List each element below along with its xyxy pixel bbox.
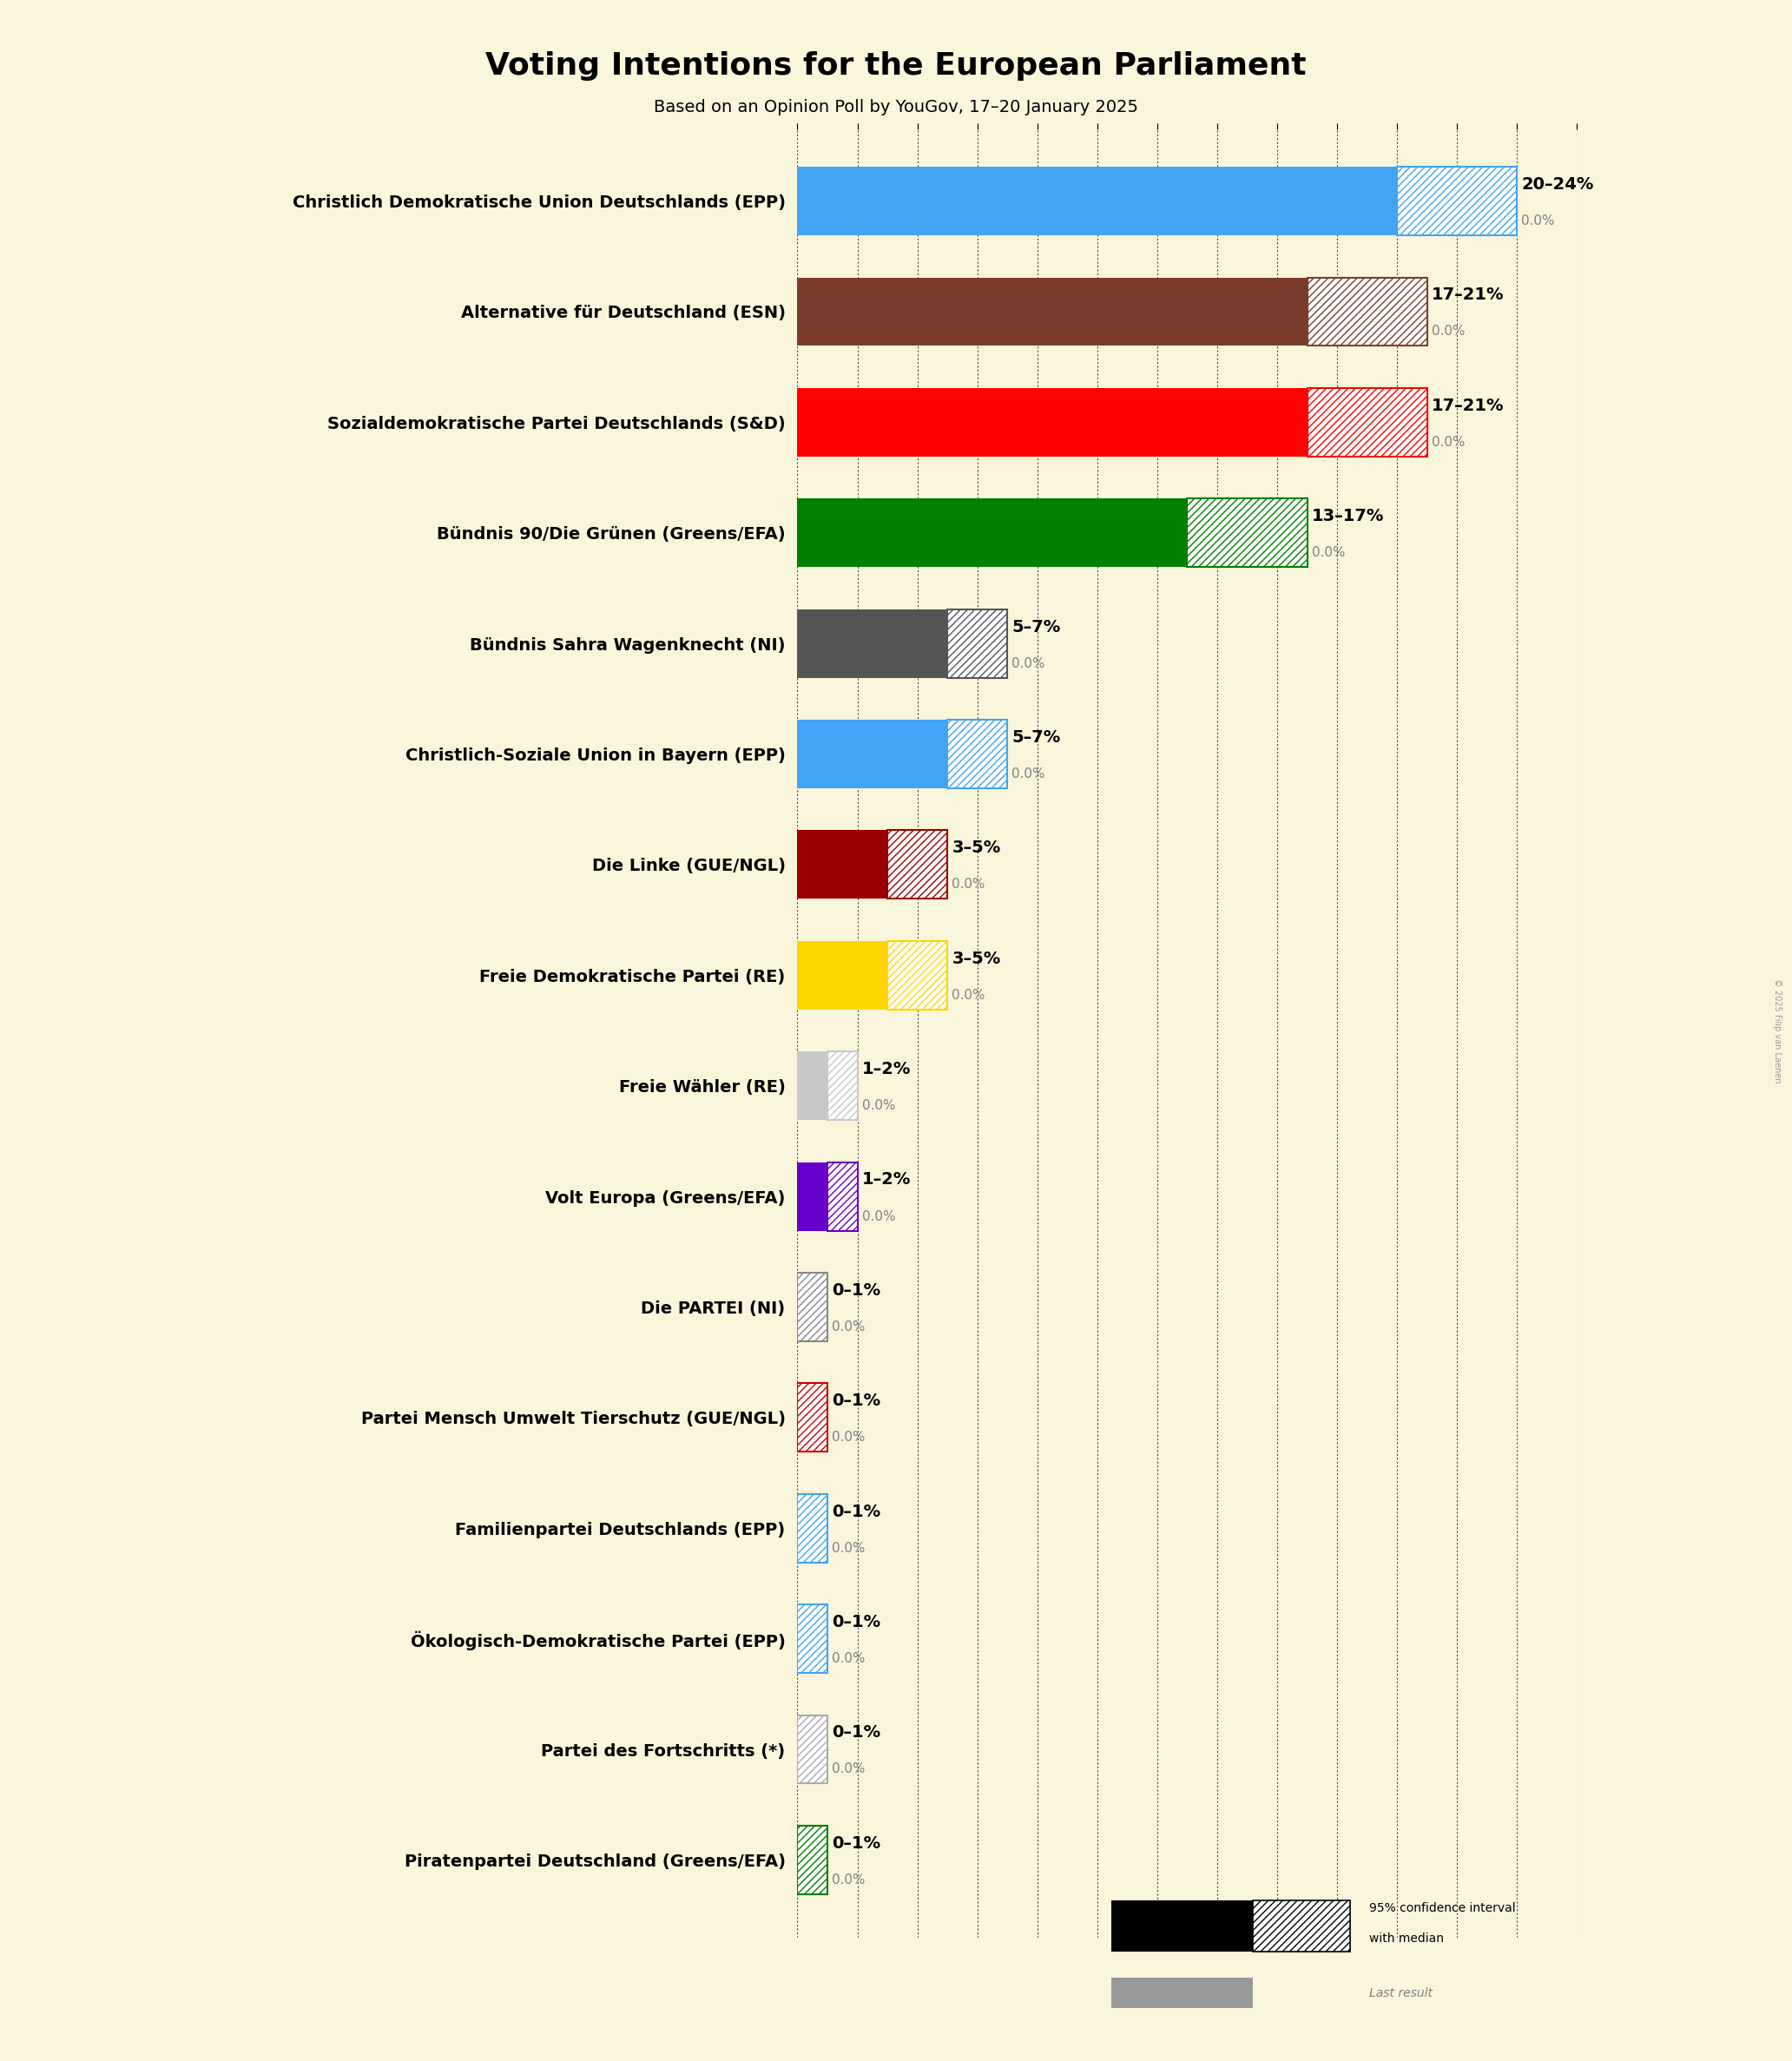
Text: © 2025 Filip van Laenen: © 2025 Filip van Laenen (1774, 979, 1781, 1082)
Bar (797, 499, 1188, 567)
Bar (948, 719, 1007, 787)
Bar (1253, 1900, 1349, 1952)
Bar (887, 831, 948, 899)
Text: 0.0%: 0.0% (952, 989, 986, 1002)
Text: 17–21%: 17–21% (1432, 286, 1503, 303)
Bar (887, 942, 948, 1010)
Text: 5–7%: 5–7% (1012, 730, 1061, 746)
Bar (797, 1383, 828, 1451)
Text: with median: with median (1369, 1933, 1444, 1946)
Bar (797, 942, 887, 1010)
Bar (828, 1162, 857, 1230)
Bar (1306, 387, 1426, 458)
Bar (828, 1051, 857, 1119)
Bar (797, 1051, 828, 1119)
Text: 0.0%: 0.0% (1432, 326, 1464, 338)
Bar (1111, 1900, 1253, 1952)
Text: 0.0%: 0.0% (831, 1762, 866, 1777)
Bar (797, 167, 1398, 235)
Text: 0–1%: 0–1% (831, 1282, 880, 1298)
Bar (887, 831, 948, 899)
Text: 20–24%: 20–24% (1521, 177, 1593, 194)
Bar (887, 942, 948, 1010)
Bar (948, 610, 1007, 678)
Bar (797, 1715, 828, 1783)
Text: 0.0%: 0.0% (1521, 214, 1555, 227)
Bar (797, 1603, 828, 1674)
Text: 0.0%: 0.0% (862, 1099, 896, 1113)
Bar (1253, 1900, 1349, 1952)
Text: 0.0%: 0.0% (831, 1321, 866, 1333)
Text: 0.0%: 0.0% (1012, 657, 1045, 670)
Bar (1306, 387, 1426, 458)
Text: 0–1%: 0–1% (831, 1614, 880, 1630)
Bar (797, 1383, 828, 1451)
Bar (797, 1274, 828, 1342)
Bar (797, 610, 948, 678)
Text: 0.0%: 0.0% (1012, 767, 1045, 781)
Text: 95% confidence interval: 95% confidence interval (1369, 1902, 1516, 1915)
Text: Based on an Opinion Poll by YouGov, 17–20 January 2025: Based on an Opinion Poll by YouGov, 17–2… (654, 99, 1138, 115)
Bar (797, 1603, 828, 1674)
Bar (1398, 167, 1518, 235)
Bar (797, 1826, 828, 1894)
Bar (797, 831, 887, 899)
Text: 3–5%: 3–5% (952, 950, 1000, 967)
Text: 0–1%: 0–1% (831, 1834, 880, 1851)
Bar (797, 1494, 828, 1562)
Text: 17–21%: 17–21% (1432, 398, 1503, 414)
Text: 13–17%: 13–17% (1312, 507, 1383, 523)
Text: 1–2%: 1–2% (862, 1171, 910, 1187)
Bar (1398, 167, 1518, 235)
Text: 0–1%: 0–1% (831, 1502, 880, 1519)
Bar (1111, 1979, 1253, 2007)
Text: 0.0%: 0.0% (831, 1542, 866, 1554)
Text: 1–2%: 1–2% (862, 1061, 910, 1078)
Text: 0.0%: 0.0% (831, 1873, 866, 1886)
Bar (797, 1715, 828, 1783)
Text: 0.0%: 0.0% (952, 878, 986, 890)
Text: 0.0%: 0.0% (1432, 435, 1464, 449)
Text: 0.0%: 0.0% (831, 1653, 866, 1665)
Bar (797, 278, 1306, 346)
Bar (797, 719, 948, 787)
Bar (797, 387, 1306, 458)
Bar (828, 1051, 857, 1119)
Text: 0.0%: 0.0% (1312, 546, 1346, 559)
Text: 5–7%: 5–7% (1012, 618, 1061, 635)
Bar (1188, 499, 1306, 567)
Bar (1306, 278, 1426, 346)
Text: 0–1%: 0–1% (831, 1725, 880, 1742)
Bar (1306, 278, 1426, 346)
Text: Last result: Last result (1369, 1987, 1432, 1999)
Bar (948, 610, 1007, 678)
Bar (797, 1162, 828, 1230)
Bar (797, 1826, 828, 1894)
Text: 3–5%: 3–5% (952, 839, 1000, 855)
Bar (797, 1274, 828, 1342)
Bar (828, 1162, 857, 1230)
Bar (1188, 499, 1306, 567)
Text: Voting Intentions for the European Parliament: Voting Intentions for the European Parli… (486, 52, 1306, 80)
Text: 0–1%: 0–1% (831, 1393, 880, 1410)
Bar (797, 1494, 828, 1562)
Text: 0.0%: 0.0% (862, 1210, 896, 1222)
Bar (948, 719, 1007, 787)
Text: 0.0%: 0.0% (831, 1430, 866, 1445)
